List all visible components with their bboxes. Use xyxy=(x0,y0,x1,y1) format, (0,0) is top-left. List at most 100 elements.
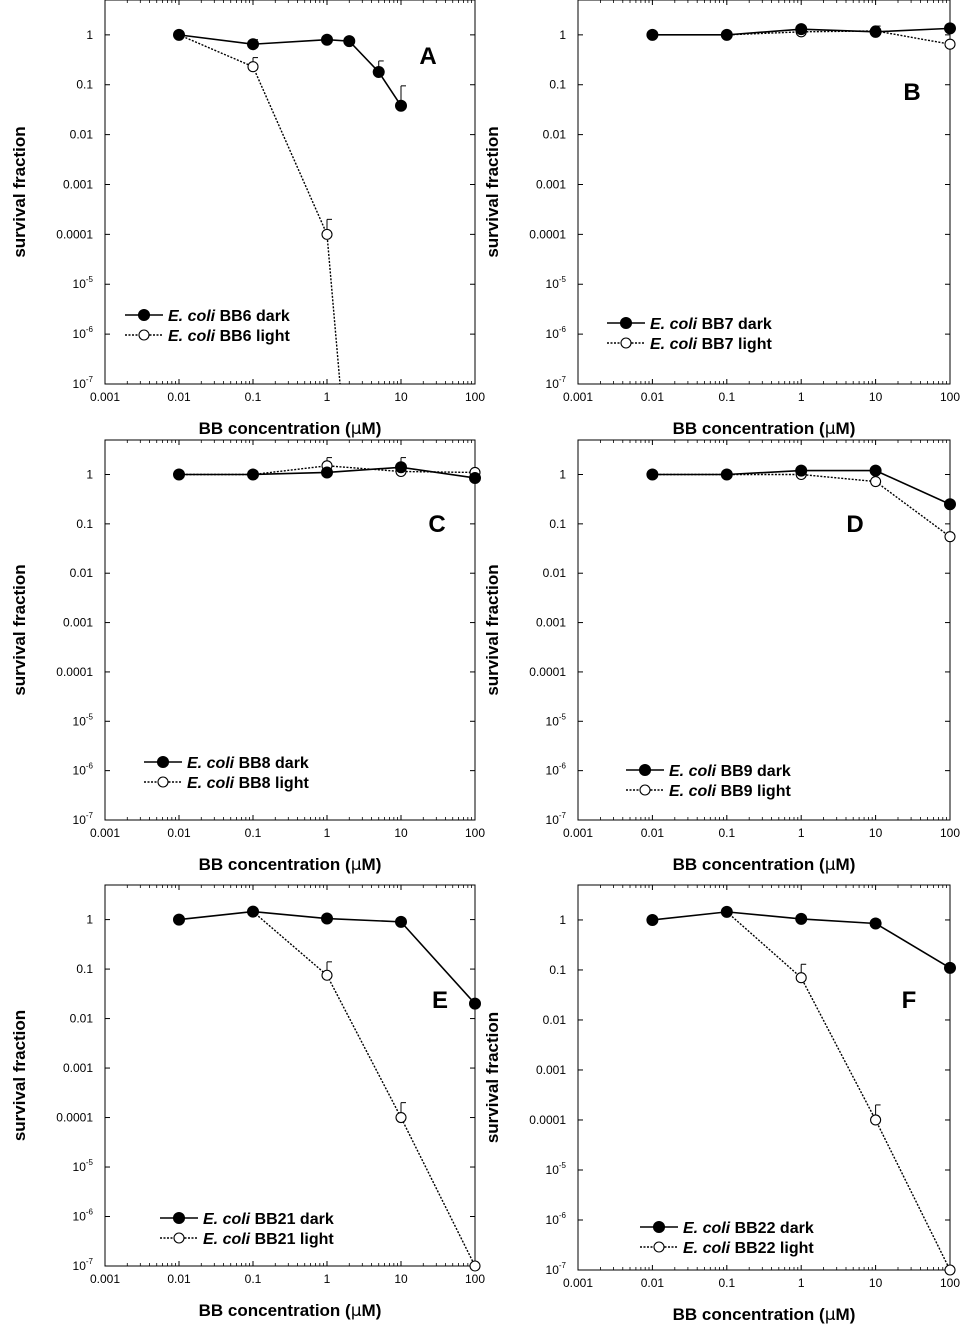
x-axis-label: BB concentration (μM) xyxy=(673,855,856,875)
x-tick-label: 100 xyxy=(465,1272,485,1286)
legend-marker-dark xyxy=(172,1211,186,1225)
x-tick-label: 10 xyxy=(394,826,408,840)
x-tick-label: 0.01 xyxy=(641,390,665,404)
y-tick-label: 0.001 xyxy=(63,177,93,191)
plot-frame xyxy=(104,0,476,385)
data-point-dark xyxy=(646,28,659,41)
data-point-dark xyxy=(944,961,956,974)
y-tick-label: 1 xyxy=(559,28,566,42)
y-axis-label: survival fraction xyxy=(483,564,502,695)
x-tick-label: 10 xyxy=(394,1272,408,1286)
y-tick-label: 0.01 xyxy=(543,1013,567,1027)
y-tick-label: 10-7 xyxy=(73,1257,94,1273)
data-point-light xyxy=(944,1264,956,1276)
y-tick-label: 0.1 xyxy=(76,962,93,976)
x-tick-label: 10 xyxy=(869,826,883,840)
panel-letter: A xyxy=(419,43,436,70)
x-tick-label: 0.001 xyxy=(563,390,593,404)
data-point-light xyxy=(395,1111,407,1124)
data-point-light xyxy=(321,969,333,981)
x-tick-label: 100 xyxy=(465,826,485,840)
y-tick-label: 0.001 xyxy=(536,1063,566,1077)
data-point-dark xyxy=(469,471,481,484)
plot-frame xyxy=(577,884,951,1271)
x-tick-label: 1 xyxy=(324,390,331,404)
series-dark-line xyxy=(178,910,475,1005)
y-tick-label: 0.0001 xyxy=(56,665,93,679)
data-point-light xyxy=(944,38,956,50)
y-tick-label: 0.001 xyxy=(536,177,566,191)
y-tick-label: 10-5 xyxy=(73,712,94,728)
data-point-light xyxy=(469,1260,481,1272)
x-axis-label: BB concentration (μM) xyxy=(199,855,382,875)
data-point-dark xyxy=(321,912,333,925)
legend-label: E. coli BB21 light xyxy=(203,1231,334,1248)
y-tick-label: 0.0001 xyxy=(529,227,566,241)
y-axis-label: survival fraction xyxy=(483,126,502,257)
y-axis-label: survival fraction xyxy=(10,1010,29,1141)
legend-label: E. coli BB7 light xyxy=(650,336,772,353)
data-point-dark xyxy=(944,498,956,511)
data-point-dark xyxy=(321,33,333,46)
x-tick-label: 0.01 xyxy=(167,390,191,404)
legend-label: E. coli BB8 light xyxy=(187,775,309,792)
x-tick-label: 0.01 xyxy=(167,826,191,840)
y-tick-label: 10-7 xyxy=(546,375,567,391)
panel-letter: E xyxy=(432,987,448,1014)
y-tick-label: 10-5 xyxy=(546,1161,567,1177)
y-tick-label: 0.0001 xyxy=(56,1111,93,1125)
data-point-dark xyxy=(869,464,882,477)
x-tick-label: 1 xyxy=(798,826,805,840)
x-tick-label: 10 xyxy=(394,390,408,404)
x-tick-label: 100 xyxy=(940,1276,960,1290)
x-tick-label: 0.001 xyxy=(563,1276,593,1290)
data-point-dark xyxy=(720,468,733,481)
x-tick-label: 0.001 xyxy=(90,390,120,404)
y-tick-label: 0.01 xyxy=(543,128,567,142)
x-tick-label: 1 xyxy=(324,826,331,840)
legend-marker-dark xyxy=(137,308,151,322)
data-point-dark xyxy=(247,905,259,918)
legend-label: E. coli BB7 dark xyxy=(650,316,772,333)
x-tick-label: 100 xyxy=(940,390,960,404)
y-tick-label: 0.1 xyxy=(76,517,93,531)
data-point-dark xyxy=(395,461,407,474)
panel-letter: B xyxy=(903,79,920,106)
x-tick-label: 10 xyxy=(869,1276,883,1290)
y-tick-label: 10-5 xyxy=(73,275,94,291)
data-point-dark xyxy=(247,38,259,51)
plot-frame xyxy=(104,884,476,1267)
x-axis-label: BB concentration (μM) xyxy=(199,1301,382,1321)
y-tick-label: 0.0001 xyxy=(529,665,566,679)
x-tick-label: 0.1 xyxy=(245,1272,262,1286)
data-point-dark xyxy=(720,28,733,41)
y-tick-label: 10-6 xyxy=(73,325,94,341)
x-tick-label: 0.1 xyxy=(245,826,262,840)
series-light-line xyxy=(726,911,950,1270)
y-tick-label: 10-6 xyxy=(73,1208,94,1224)
data-point-light xyxy=(247,61,259,73)
y-tick-label: 0.1 xyxy=(549,517,566,531)
y-tick-label: 0.01 xyxy=(70,1012,94,1026)
y-tick-label: 10-7 xyxy=(546,811,567,827)
series-light-line xyxy=(252,911,475,1266)
legend: E. coli BB8 dark E. coli BB8 light xyxy=(144,755,309,792)
y-tick-label: 0.1 xyxy=(76,78,93,92)
y-tick-label: 0.001 xyxy=(63,1061,93,1075)
y-tick-label: 0.01 xyxy=(543,566,567,580)
legend: E. coli BB6 dark E. coli BB6 light xyxy=(125,308,290,345)
y-tick-label: 10-7 xyxy=(73,375,94,391)
x-tick-label: 1 xyxy=(324,1272,331,1286)
legend-marker-dark xyxy=(638,763,652,777)
legend-marker-light xyxy=(620,337,632,349)
y-tick-label: 10-7 xyxy=(73,811,94,827)
x-tick-label: 0.01 xyxy=(167,1272,191,1286)
series-dark-line xyxy=(178,34,402,107)
legend-label: E. coli BB6 light xyxy=(168,328,290,345)
legend: E. coli BB9 dark E. coli BB9 light xyxy=(626,763,791,800)
y-tick-label: 10-5 xyxy=(546,712,567,728)
data-point-dark xyxy=(395,99,407,112)
y-tick-label: 1 xyxy=(86,913,93,927)
chart-panel-a: 0.001 0.01 0.1 1 10 100 1 0.1 0.01 0.001 0.0001 10-… xyxy=(10,0,485,439)
